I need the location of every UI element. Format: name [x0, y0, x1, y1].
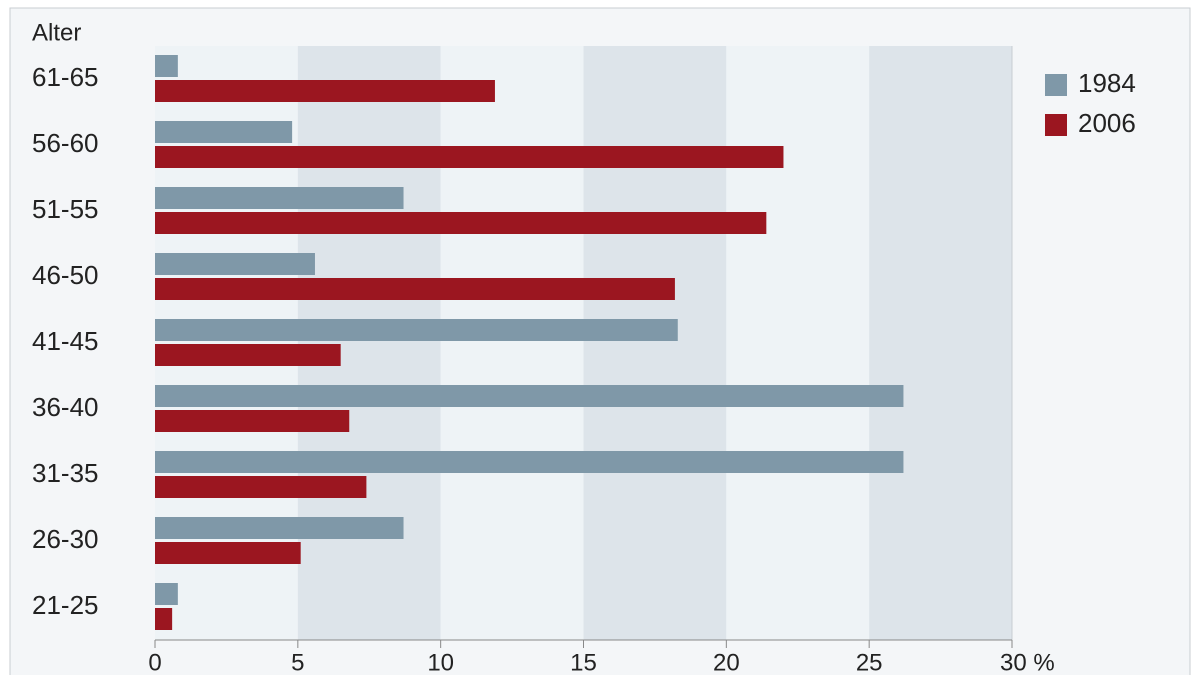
bar [155, 319, 678, 341]
y-tick-label: 56-60 [32, 128, 99, 158]
bar [155, 187, 404, 209]
bar [155, 517, 404, 539]
bar [155, 253, 315, 275]
y-tick-label: 36-40 [32, 392, 99, 422]
x-tick-label: 25 [856, 649, 883, 675]
x-tick-label: 20 [713, 649, 740, 675]
grid-band [297, 46, 441, 640]
legend-label: 2006 [1078, 108, 1136, 138]
legend-label: 1984 [1078, 68, 1136, 98]
bar [155, 55, 178, 77]
bar [155, 542, 301, 564]
bar [155, 608, 173, 630]
legend-swatch [1045, 114, 1067, 136]
y-axis-label: Alter [32, 19, 81, 46]
x-tick-label: 15 [570, 649, 597, 675]
bar [155, 410, 350, 432]
bar [155, 212, 767, 234]
grid-band [726, 46, 870, 640]
grid-band [155, 46, 298, 640]
grid-band [869, 46, 1012, 640]
x-tick-label: 0 [148, 649, 161, 675]
y-tick-label: 26-30 [32, 524, 99, 554]
grid-band [440, 46, 584, 640]
bar [155, 121, 293, 143]
y-tick-label: 41-45 [32, 326, 99, 356]
bar [155, 385, 904, 407]
bar [155, 146, 784, 168]
grid-band [583, 46, 727, 640]
bar [155, 476, 367, 498]
x-tick-label: 5 [291, 649, 304, 675]
y-tick-label: 21-25 [32, 590, 99, 620]
y-tick-label: 51-55 [32, 194, 99, 224]
y-tick-label: 61-65 [32, 62, 99, 92]
bar [155, 583, 178, 605]
legend-swatch [1045, 74, 1067, 96]
bar [155, 80, 495, 102]
bar [155, 451, 904, 473]
x-tick-label: 10 [427, 649, 454, 675]
y-tick-label: 31-35 [32, 458, 99, 488]
y-tick-label: 46-50 [32, 260, 99, 290]
bar [155, 344, 341, 366]
x-tick-label: 30 % [1000, 649, 1055, 675]
bar [155, 278, 675, 300]
